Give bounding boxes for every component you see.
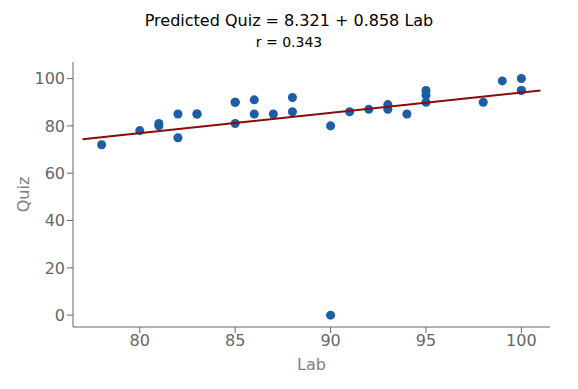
svg-text:20: 20 (45, 259, 65, 278)
svg-text:Quiz: Quiz (14, 177, 33, 213)
svg-text:100: 100 (506, 331, 537, 350)
svg-text:80: 80 (130, 331, 150, 350)
html-text:Predicted Quiz = 8.321 + 0.858: Predicted Quiz = 8.321 + 0.858 Lab (144, 11, 434, 30)
svg-text:0: 0 (55, 306, 65, 325)
svg-text:40: 40 (45, 211, 65, 230)
svg-text:90: 90 (320, 331, 340, 350)
svg-text:60: 60 (45, 164, 65, 183)
svg-text:80: 80 (45, 117, 65, 136)
svg-text:Lab: Lab (297, 355, 326, 374)
svg-text:95: 95 (416, 331, 436, 350)
svg-text:100: 100 (34, 69, 65, 88)
html-text:r = 0.343: r = 0.343 (255, 34, 323, 50)
svg-text:85: 85 (225, 331, 245, 350)
